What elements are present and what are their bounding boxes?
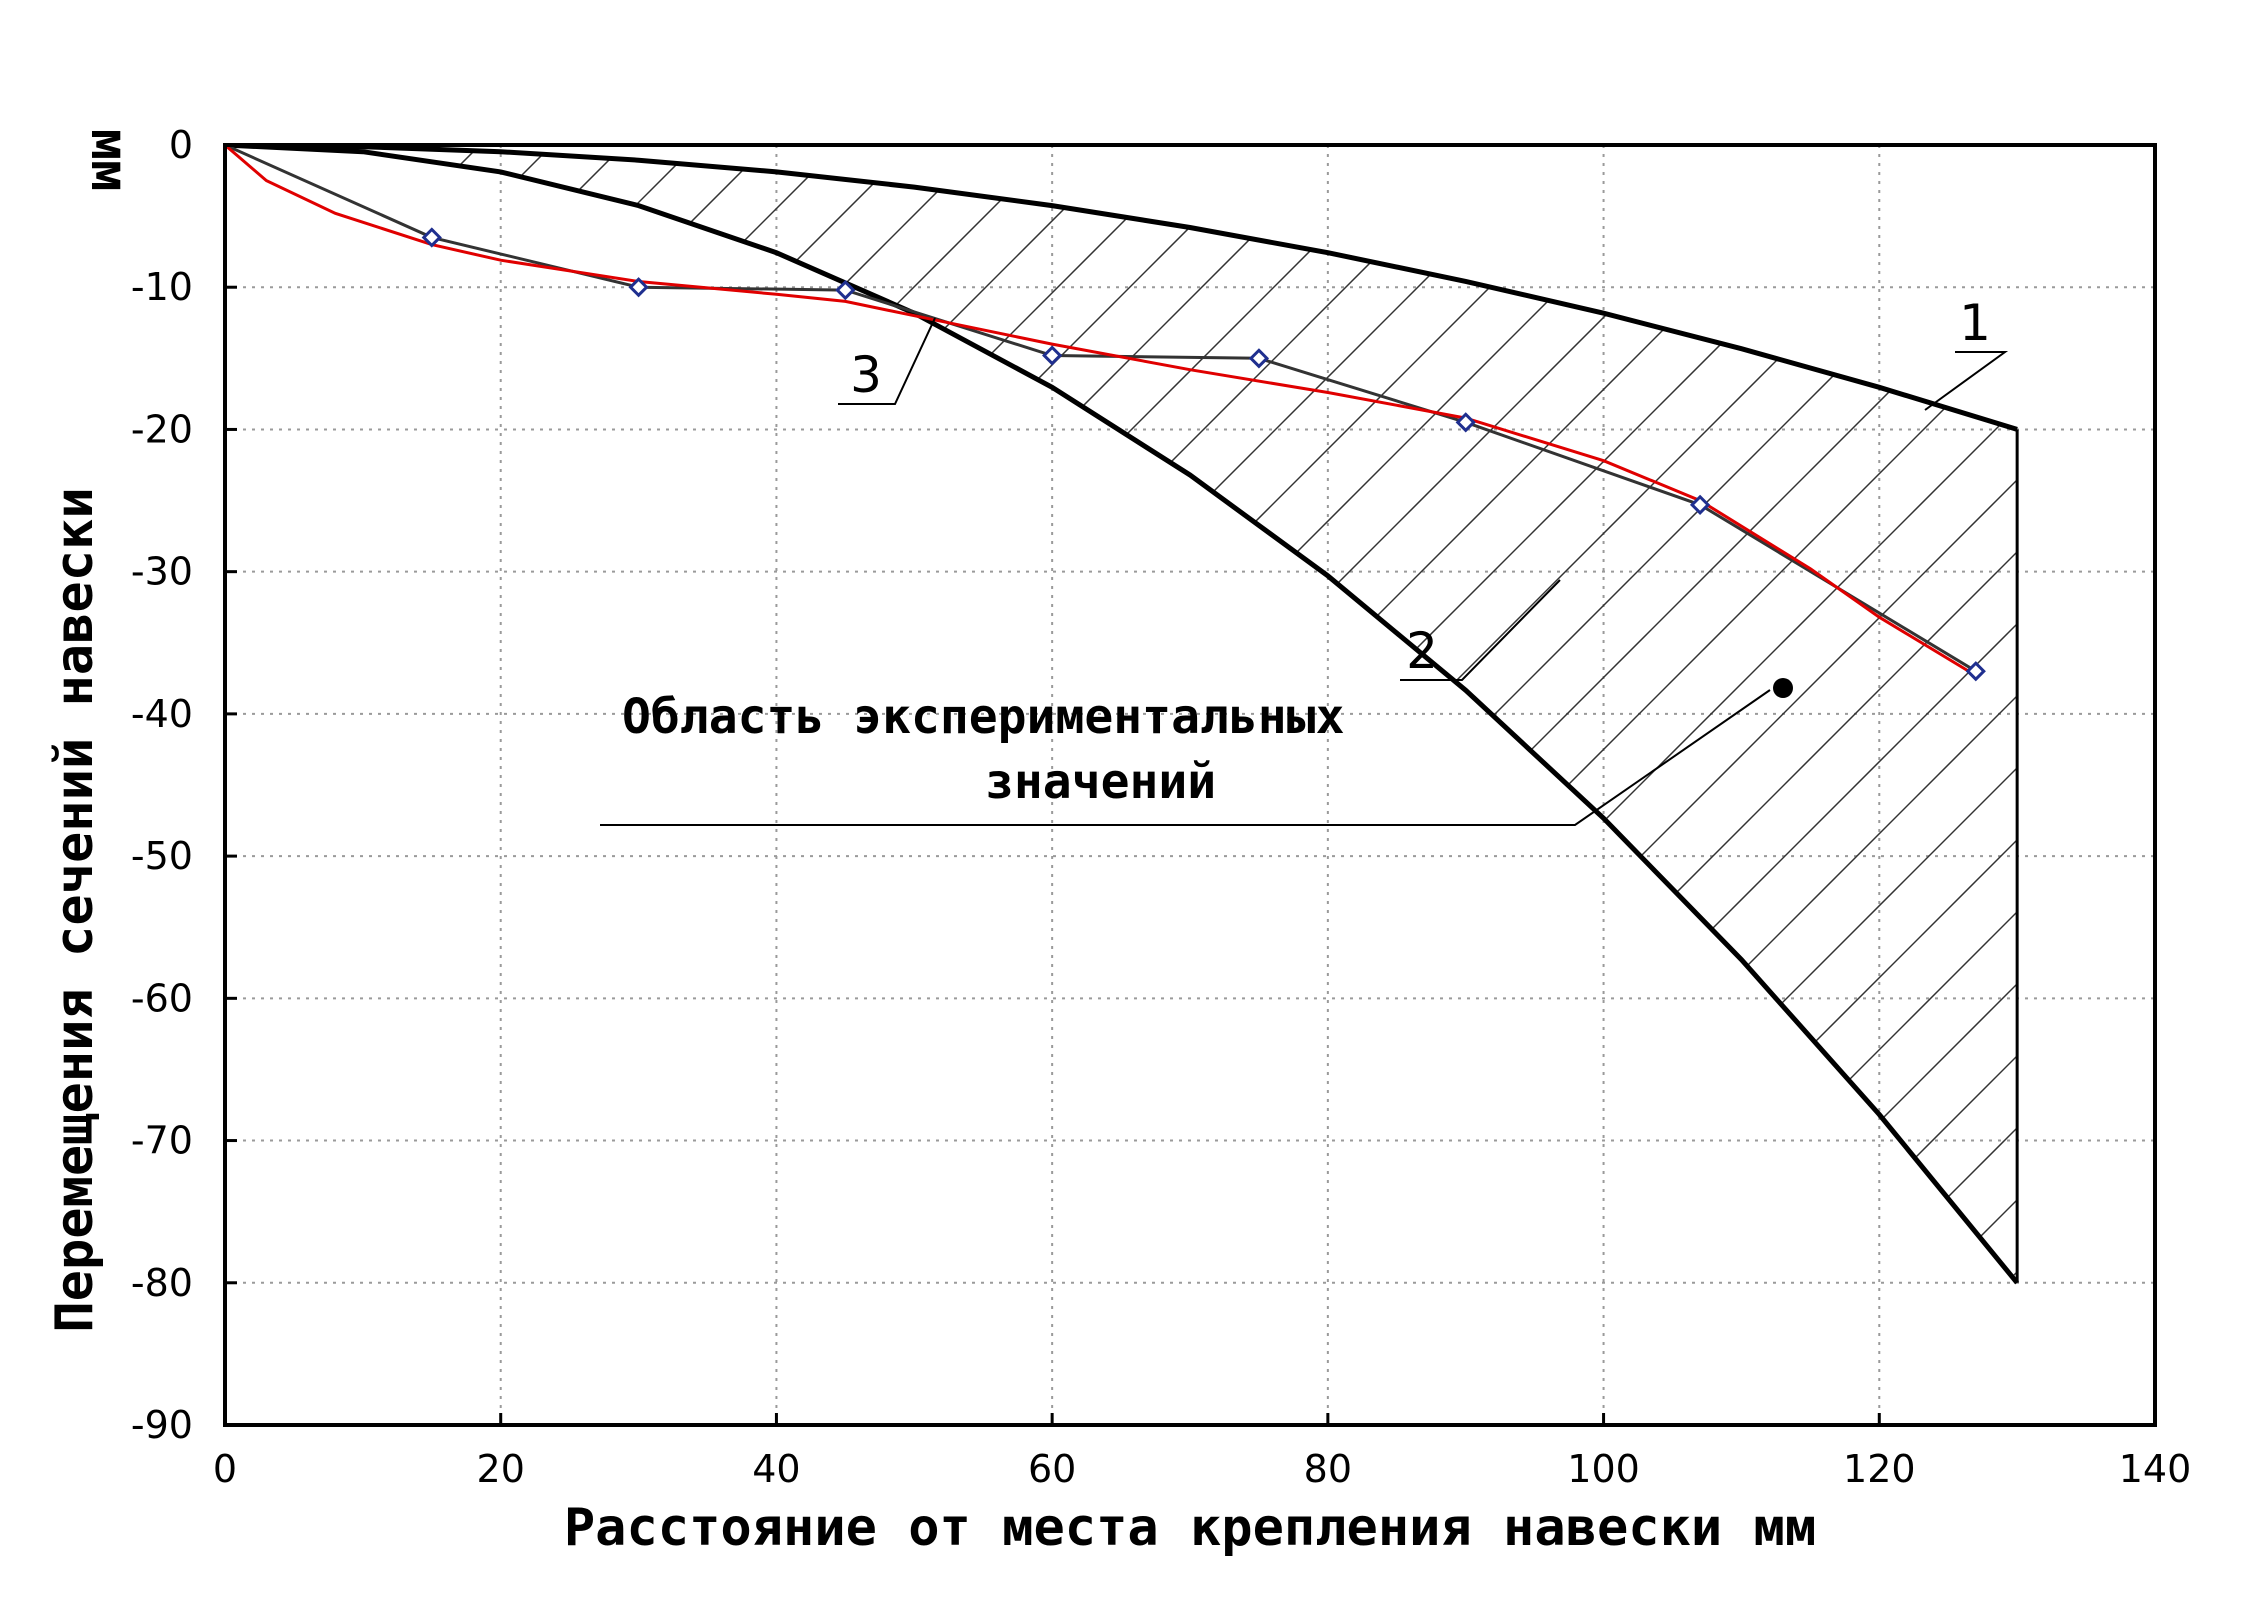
x-axis-title: Расстояние от места крепления навески мм — [564, 1498, 1816, 1558]
region-marker-dot — [1773, 678, 1793, 698]
series-3-marker — [421, 227, 442, 248]
series-3-marker — [1965, 661, 1986, 682]
y-tick-label: -90 — [131, 1403, 193, 1447]
region-label-line2: значений — [985, 754, 1216, 810]
hatch-line — [1791, 145, 2018, 1283]
series-3-marker — [628, 277, 649, 298]
y-axis-title: Перемещения сечений навески — [45, 487, 105, 1332]
y-tick-label: -60 — [131, 976, 193, 1020]
y-tick-label: 0 — [169, 123, 193, 167]
series-3-marker — [1689, 494, 1711, 515]
hatch-line — [2152, 145, 2248, 1425]
region-label-line1: Область экспериментальных — [622, 689, 1344, 745]
y-tick-label: -80 — [131, 1261, 193, 1305]
x-tick-label: 40 — [752, 1447, 800, 1491]
y-tick-label: -40 — [131, 692, 193, 736]
y-tick-label: -50 — [131, 834, 193, 878]
series-3-marker — [1455, 412, 1476, 433]
leader-lines — [600, 317, 2009, 826]
curve-label-1: 1 — [1959, 294, 1991, 352]
series-1-line — [225, 145, 2018, 432]
curve-label-2: 2 — [1406, 622, 1438, 680]
x-tick-label: 20 — [477, 1447, 525, 1491]
series-3-marker — [1248, 348, 1270, 369]
series-3-marker — [835, 279, 856, 301]
x-tick-label: 120 — [1843, 1447, 1916, 1491]
y-tick-label: -70 — [131, 1119, 193, 1163]
y-axis-unit: мм — [79, 129, 139, 192]
fit-line — [225, 145, 1977, 677]
series-3-marker — [1042, 345, 1063, 366]
tick-labels: 0 20 40 60 80 100 120 140 0 -10 -20 -30 -40 -50 -60 -70… — [131, 123, 2191, 1491]
x-tick-label: 0 — [213, 1447, 237, 1491]
leader-line — [600, 689, 1771, 826]
y-tick-label: -10 — [131, 265, 193, 309]
plot-frame — [223, 143, 2157, 1427]
y-tick-label: -20 — [131, 407, 193, 451]
x-tick-label: 100 — [1567, 1447, 1640, 1491]
x-tick-label: 60 — [1028, 1447, 1076, 1491]
curve-label-3: 3 — [850, 346, 882, 404]
leader-line — [838, 317, 936, 405]
leader-line — [1924, 351, 2009, 411]
x-tick-label: 80 — [1304, 1447, 1352, 1491]
leader-line — [1400, 579, 1561, 681]
y-tick-label: -30 — [131, 550, 193, 594]
hatch-line — [2224, 145, 2248, 1425]
series-2-line — [225, 145, 2020, 1285]
series-group — [225, 145, 2020, 1285]
grid — [225, 145, 2155, 1425]
x-tick-label: 140 — [2119, 1447, 2192, 1491]
markers-group — [421, 227, 1986, 682]
